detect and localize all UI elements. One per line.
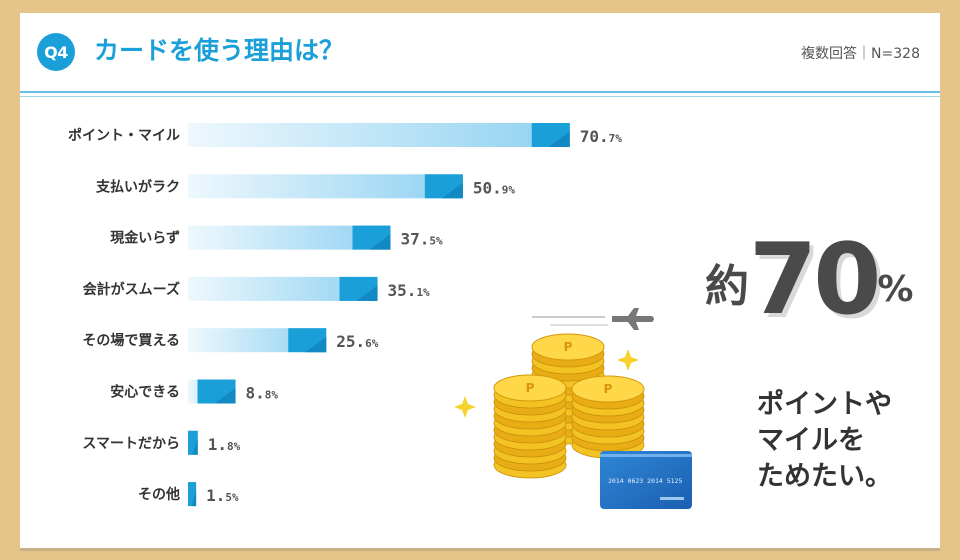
category-label: 現金いらず [110,230,180,247]
value-label: 25.6% [336,332,379,351]
value-label: 1.5% [206,486,239,505]
bar-tip-shade [191,490,197,507]
value-label-dec: 1% [416,286,430,299]
bar-row: スマートだから 1.8% [82,430,241,455]
sparkle-icon [454,349,639,418]
bar-row: 会計がスムーズ 35.1% [83,276,431,301]
bar-tip-shade [369,234,391,250]
bar-chart: ポイント・マイル 70.7%支払いがラク 50.9%現金いらず 37.5%会計がスムー… [68,123,692,509]
value-label: 35.1% [388,281,431,300]
bar-tip [188,430,198,455]
approx-prefix: 約 [705,261,749,312]
category-label: その場で買える [82,332,180,349]
card-panel: Q4 カードを使う理由は？ 複数回答｜N=328 ポイント・マイル 70.7% 支払… [20,13,940,548]
message-line: マイルを [757,425,865,456]
highlight-stat: 約70% [705,223,913,337]
category-label: 会計がスムーズ [83,281,180,298]
category-label: ポイント・マイル [68,127,180,144]
credit-card-icon: 2014 0623 2014 5125 [600,451,692,509]
bar-row: その他 1.5% [138,482,239,507]
value-label-dec: 6% [365,337,379,350]
bar-tip-shade [214,387,236,404]
value-label-dec: 9% [502,183,516,196]
value-label: 8.8% [246,384,279,403]
value-label-int: 1. [206,486,225,505]
category-label: スマートだから [82,436,180,452]
value-label-int: 8. [246,384,265,403]
value-label-int: 1. [208,435,227,454]
value-label-dec: 5% [225,491,239,504]
coin-mark: P [564,340,573,354]
bar-row: 安心できる 8.8% [110,379,279,404]
bar-tip-shade [356,285,378,301]
value-label: 50.9% [473,178,516,197]
page-title: カードを使う理由は？ [94,36,345,65]
header-divider-thin [20,96,940,97]
bar [188,174,463,199]
bar-tip [188,482,197,507]
value-label: 70.7% [580,127,623,146]
value-label-dec: 8% [265,389,279,402]
coin-mark: P [604,382,613,396]
message-line: ためたい。 [757,461,892,492]
coin-mark: P [526,381,535,395]
value-label-dec: 5% [429,235,443,248]
value-label-int: 35. [388,281,417,300]
category-label: 安心できる [110,384,180,401]
bar-tip-shade [305,336,327,353]
bar-row: 現金いらず 37.5% [110,225,444,250]
highlight-message: ポイントや マイルを ためたい。 [757,387,927,495]
value-label: 37.5% [401,230,444,249]
category-label: 支払いがラク [95,178,180,195]
value-label-dec: 7% [609,132,623,145]
value-label-int: 25. [336,332,365,351]
svg-text:2014 0623 2014 5125: 2014 0623 2014 5125 [608,477,682,485]
bar-row: 支払いがラク 50.9% [95,174,516,199]
header-divider [20,91,940,93]
value-label-int: 70. [580,127,609,146]
category-label: その他 [138,486,180,503]
bar [188,123,570,147]
question-badge: Q4 [37,33,75,71]
highlight-number: 70 [749,223,881,337]
highlight-percent: % [877,269,914,310]
bar-tip-shade [548,131,570,147]
bar-row: その場で買える 25.6% [82,328,379,353]
bar-tip-shade [441,182,463,199]
illustration: P P P 2014 0623 2014 5125 [454,308,692,509]
bar-row: ポイント・マイル 70.7% [68,123,622,147]
header: Q4 カードを使う理由は？ 複数回答｜N=328 [20,13,940,97]
message-line: ポイントや [757,389,892,420]
airplane-icon [532,308,654,330]
value-label-int: 50. [473,178,502,197]
sample-size-label: 複数回答｜N=328 [801,46,920,62]
value-label-dec: 8% [227,440,241,453]
highlight-callout: 約70% ポイントや マイルを ためたい。 [705,223,935,523]
bar-tip-shade [192,439,198,455]
value-label: 1.8% [208,435,241,454]
value-label-int: 37. [401,230,430,249]
